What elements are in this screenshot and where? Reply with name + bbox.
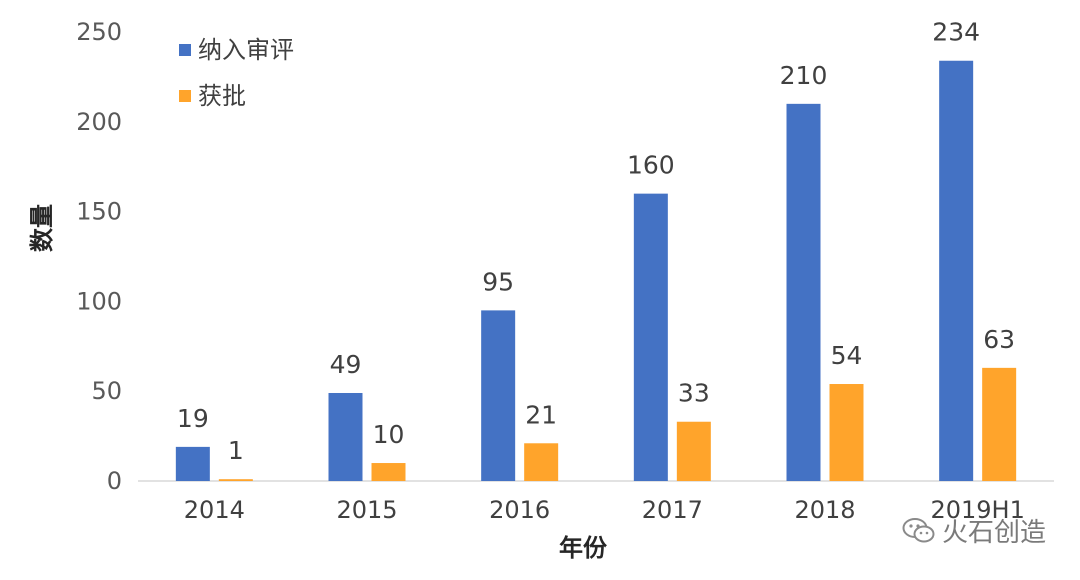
x-tick-label: 2016	[489, 496, 550, 524]
bar-review	[939, 60, 974, 482]
y-tick-label: 250	[76, 18, 122, 46]
bar-review	[175, 446, 210, 481]
data-label: 63	[983, 325, 1015, 354]
legend-swatch	[179, 44, 191, 56]
x-axis-ticks: 2014 2015 2016 2017 2018 2019H1	[184, 496, 1025, 524]
x-tick-label: 2015	[336, 496, 397, 524]
bar-review	[633, 193, 668, 481]
bar-approved	[676, 421, 711, 481]
bar-approved	[524, 443, 559, 481]
bar-approved	[371, 463, 406, 481]
data-labels: 19 1 49 10 95 21 160 33 210 54 234 63	[177, 18, 1015, 465]
data-label: 19	[177, 404, 209, 433]
legend-label: 纳入审评	[198, 36, 294, 64]
data-label: 95	[482, 267, 514, 296]
data-label: 1	[228, 436, 244, 465]
x-tick-label: 2014	[184, 496, 245, 524]
bar-approved	[829, 384, 864, 481]
bars	[175, 60, 1017, 482]
y-tick-label: 50	[91, 377, 122, 405]
data-label: 33	[678, 379, 710, 408]
legend-swatch	[179, 90, 191, 102]
bar-review	[328, 392, 363, 481]
y-tick-label: 0	[107, 467, 122, 495]
bar-approved	[982, 367, 1017, 481]
y-tick-label: 100	[76, 287, 122, 315]
watermark-text: 火石创造	[942, 518, 1047, 548]
x-axis-title: 年份	[559, 534, 608, 562]
x-tick-label: 2018	[794, 496, 855, 524]
y-axis-ticks: 0 50 100 150 200 250	[76, 18, 122, 495]
y-tick-label: 150	[76, 198, 122, 226]
legend-label: 获批	[198, 82, 246, 110]
y-tick-label: 200	[76, 108, 122, 136]
y-axis-title: 数量	[28, 204, 56, 252]
x-tick-label: 2019H1	[930, 496, 1024, 524]
bar-approved	[218, 479, 253, 481]
data-label: 210	[780, 61, 828, 90]
data-label: 49	[330, 350, 362, 379]
x-tick-label: 2017	[642, 496, 703, 524]
bar-review	[786, 103, 821, 481]
data-label: 234	[932, 18, 980, 47]
data-label: 160	[627, 151, 675, 180]
data-label: 54	[831, 341, 863, 370]
bar-review	[481, 310, 516, 481]
watermark: 火石创造	[902, 512, 1046, 549]
wechat-icon	[902, 517, 936, 545]
data-label: 21	[525, 400, 557, 429]
data-label: 10	[373, 420, 405, 449]
